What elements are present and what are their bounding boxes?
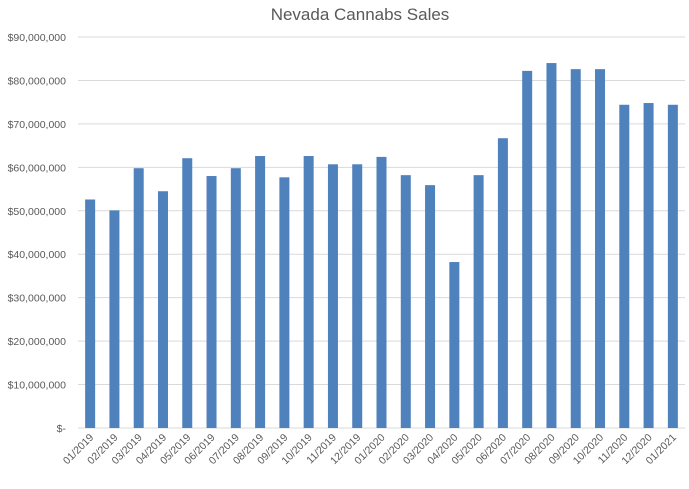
y-tick-label: $80,000,000 bbox=[8, 75, 67, 87]
y-tick-label: $70,000,000 bbox=[8, 119, 67, 131]
y-tick-label: $40,000,000 bbox=[8, 249, 67, 261]
bar bbox=[497, 138, 508, 428]
y-tick-label: $60,000,000 bbox=[8, 162, 67, 174]
bar bbox=[619, 104, 630, 429]
y-tick-label: $50,000,000 bbox=[8, 206, 67, 218]
bar bbox=[157, 191, 168, 428]
bar bbox=[255, 156, 266, 428]
bar bbox=[109, 210, 120, 428]
bar bbox=[400, 175, 411, 428]
bar bbox=[352, 164, 363, 428]
y-tick-label: $- bbox=[57, 423, 67, 435]
bar bbox=[667, 104, 678, 429]
bar bbox=[376, 156, 387, 428]
bar bbox=[643, 103, 654, 428]
y-tick-label: $30,000,000 bbox=[8, 293, 67, 305]
bar bbox=[570, 69, 581, 428]
bar bbox=[449, 262, 460, 428]
bar bbox=[546, 63, 557, 429]
bar bbox=[473, 175, 484, 428]
y-tick-label: $10,000,000 bbox=[8, 380, 67, 392]
bar bbox=[303, 156, 314, 428]
bar bbox=[595, 69, 606, 428]
bar bbox=[182, 158, 193, 428]
bar bbox=[85, 199, 96, 428]
bar bbox=[279, 177, 290, 428]
y-tick-label: $90,000,000 bbox=[8, 32, 67, 44]
bar bbox=[206, 176, 217, 428]
bar bbox=[230, 168, 241, 429]
bar bbox=[327, 164, 338, 428]
bar bbox=[133, 168, 144, 429]
y-tick-label: $20,000,000 bbox=[8, 336, 67, 348]
chart-title: Nevada Cannabs Sales bbox=[271, 5, 450, 24]
bar bbox=[425, 185, 436, 428]
bar bbox=[522, 70, 533, 429]
